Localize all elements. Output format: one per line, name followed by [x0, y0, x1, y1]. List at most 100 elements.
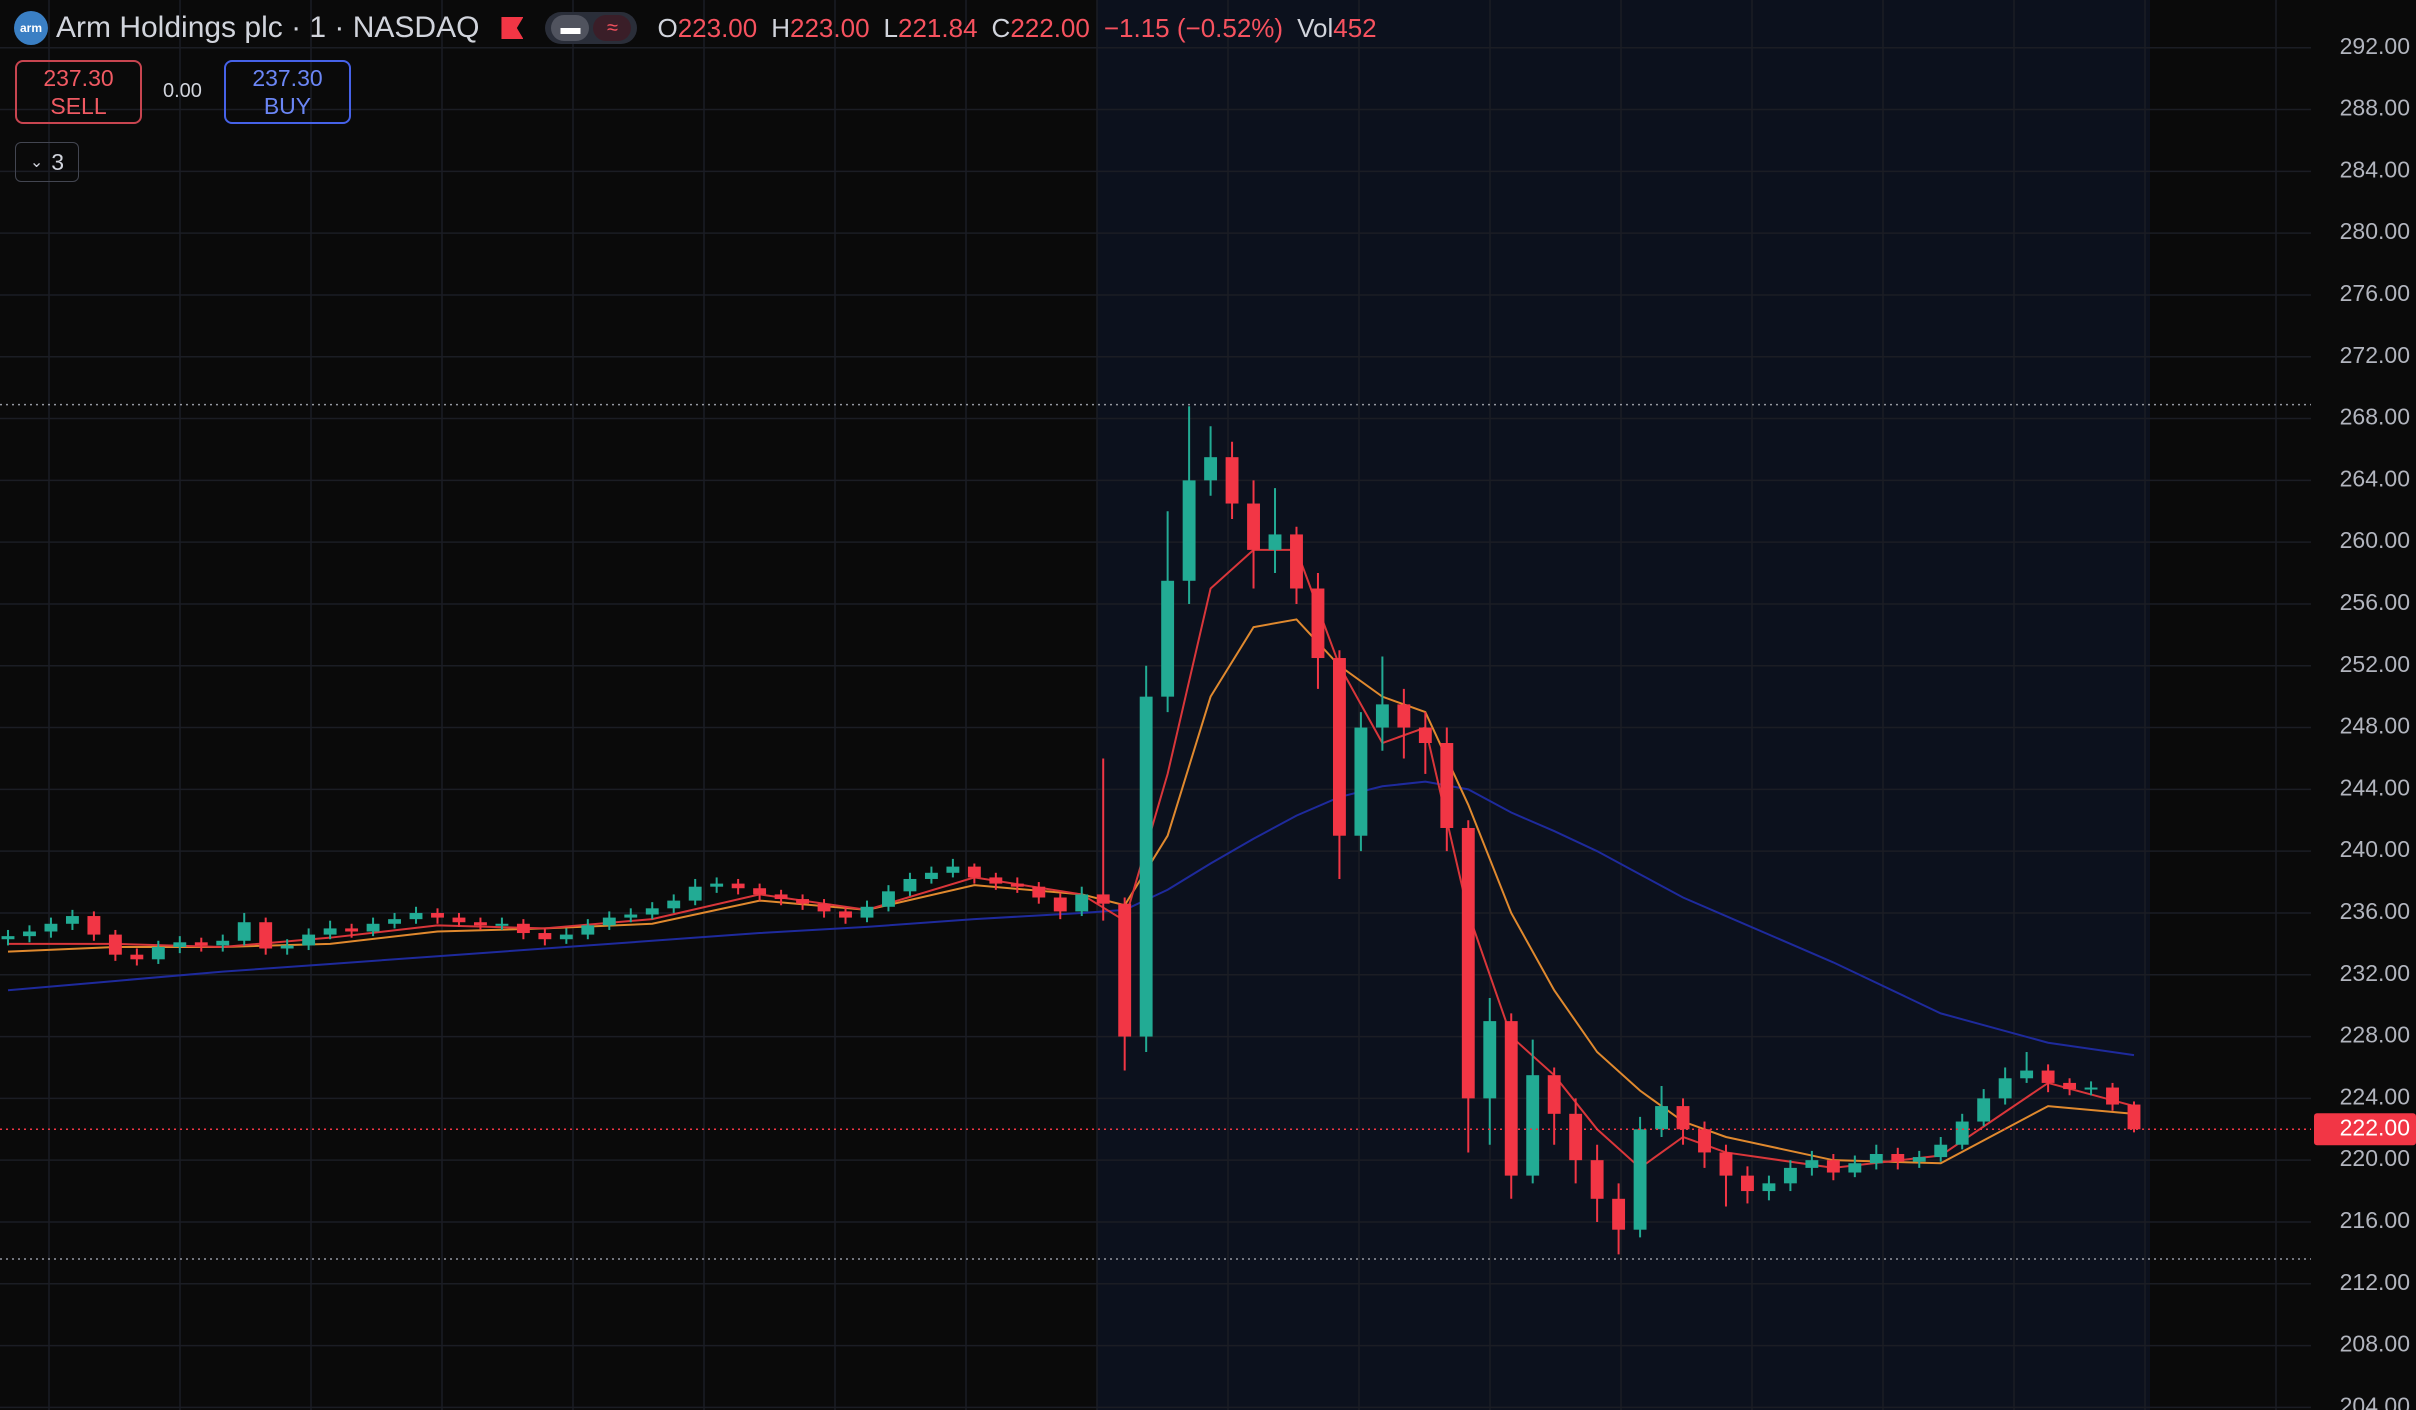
candle-body [645, 908, 659, 915]
candle-body [452, 917, 466, 923]
y-tick-label: 204.00 [2340, 1392, 2410, 1410]
ohlc-key: H [771, 12, 790, 43]
candle-body [1096, 894, 1110, 904]
y-tick-label: 268.00 [2340, 404, 2410, 430]
moving-average [7, 780, 2135, 1057]
ohlc-key: O [657, 12, 678, 43]
candle-body [1483, 1021, 1497, 1099]
candle-body [2063, 1082, 2077, 1090]
candle-body [1783, 1167, 1797, 1184]
candle-body [388, 919, 401, 924]
candle-body [538, 933, 552, 940]
ohlc: O223.00 H223.00 L221.84 C222.00 −1.15 (−… [657, 13, 1376, 44]
y-tick-label: 292.00 [2340, 33, 2410, 59]
buy-button[interactable]: 237.30 BUY [224, 60, 351, 124]
candle-body [839, 911, 852, 918]
candle-body [1075, 894, 1089, 912]
candle-body [624, 914, 638, 918]
candle-body [753, 888, 767, 895]
candle-body [796, 899, 810, 904]
toggle-wave[interactable]: ≈ [593, 15, 632, 41]
candle-body [130, 954, 144, 960]
toggle-bar[interactable]: ▬ [551, 15, 590, 41]
candle-body [1161, 580, 1175, 697]
candle-body [1526, 1075, 1540, 1176]
y-tick-label: 228.00 [2340, 1022, 2410, 1048]
candle-body [1826, 1160, 1840, 1173]
y-tick-label: 260.00 [2340, 527, 2410, 553]
candle-body [1, 936, 15, 940]
candle-body [559, 934, 573, 940]
candle-body [1440, 743, 1454, 828]
candle-body [474, 922, 487, 926]
y-tick-label: 252.00 [2340, 651, 2410, 677]
candle-body [967, 866, 981, 878]
change: −1.15 (−0.52%) [1103, 12, 1284, 43]
ohlc-value: 223.00 [790, 12, 870, 43]
candle-body [1719, 1152, 1733, 1176]
y-tick-label: 236.00 [2340, 898, 2410, 924]
y-tick-label: 240.00 [2340, 836, 2410, 862]
candle-body [2041, 1070, 2055, 1083]
y-tick-label: 216.00 [2340, 1207, 2410, 1233]
candle-body [903, 878, 917, 892]
indicators-toggle[interactable]: ⌄ 3 [15, 142, 79, 182]
candle-body [516, 923, 530, 934]
candle-body [1633, 1129, 1647, 1230]
sell-button[interactable]: 237.30 SELL [15, 60, 142, 124]
chevron: ⌄ [29, 154, 44, 171]
indicators-count: 3 [51, 148, 65, 175]
candle-body [1204, 457, 1218, 481]
candle-body [216, 940, 230, 946]
candle-body [860, 906, 874, 918]
buy-label: BUY [263, 93, 312, 119]
candle-body [924, 872, 938, 879]
candle-body [688, 886, 702, 901]
candle-body [1053, 897, 1067, 912]
candle-body [2106, 1087, 2119, 1105]
candle-body [409, 912, 423, 920]
ohlc-value: 221.84 [898, 12, 978, 43]
toggle[interactable]: ▬ ≈ [545, 12, 638, 44]
candle-body [1934, 1144, 1948, 1158]
logo: arm [14, 11, 48, 45]
y-tick-label: 256.00 [2340, 589, 2410, 615]
candle-body [2020, 1070, 2034, 1079]
y-tick-label: 276.00 [2340, 280, 2410, 306]
y-tick-label: 220.00 [2340, 1145, 2410, 1171]
volume: 452 [1333, 12, 1377, 43]
candle-body [731, 883, 745, 889]
candle-body [882, 891, 895, 907]
candle-body [1676, 1106, 1690, 1130]
sell-price: 237.30 [43, 65, 114, 91]
candle-body [1418, 727, 1432, 744]
candle-body [1741, 1175, 1754, 1192]
symbol-title[interactable]: Arm Holdings plc · 1 · NASDAQ [56, 11, 480, 44]
candle-body [108, 934, 122, 955]
y-tick-label: 232.00 [2340, 960, 2410, 986]
candle-body [1998, 1078, 2012, 1099]
y-tick-label: 284.00 [2340, 156, 2410, 182]
candle-body [1805, 1160, 1819, 1168]
candle-body [1655, 1106, 1668, 1130]
buy-price: 237.30 [252, 65, 323, 91]
candle-body [1354, 727, 1368, 836]
candle-body [44, 923, 58, 932]
candle-body [1547, 1075, 1561, 1114]
candle-body [710, 883, 724, 887]
flag-icon[interactable] [501, 17, 524, 39]
candle-body [237, 922, 251, 941]
candle-body [581, 925, 595, 935]
candle-body [151, 946, 165, 960]
candle-body [280, 945, 294, 949]
candle-body [1848, 1163, 1862, 1173]
candle-body [1504, 1021, 1518, 1176]
last-price-label: 222.00 [2340, 1114, 2410, 1140]
y-tick-label: 288.00 [2340, 95, 2410, 121]
ohlc-key: L [883, 12, 898, 43]
candle-body [65, 916, 79, 924]
candle-body [667, 900, 681, 909]
y-tick-label: 248.00 [2340, 713, 2410, 739]
candle-body [1182, 480, 1196, 581]
